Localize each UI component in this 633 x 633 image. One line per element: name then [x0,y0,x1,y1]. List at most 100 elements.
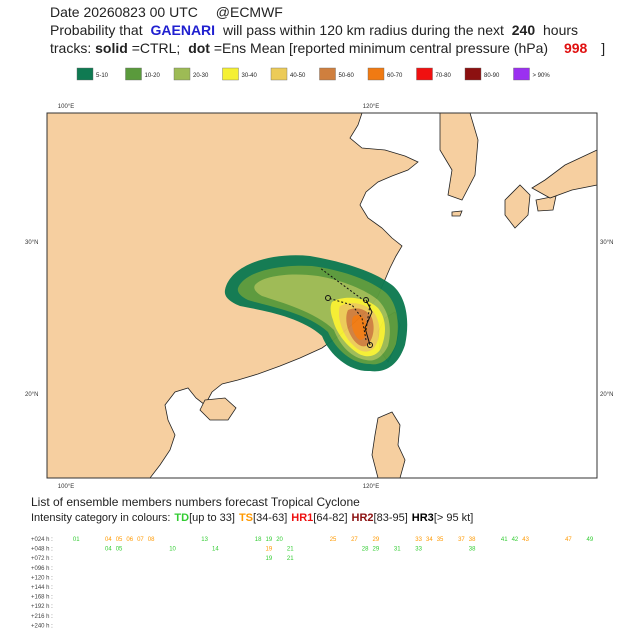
member-number: 20 [276,537,283,543]
member-number: 25 [330,537,337,543]
intensity-text: TD [174,512,189,524]
row-label: +048 h : [31,547,53,553]
hours: 240 [511,22,536,38]
member-number: 38 [469,547,476,553]
tracks [319,267,373,348]
member-number: 18 [255,537,262,543]
probability-area [224,255,408,372]
member-number: 08 [148,537,155,543]
text: dot [188,40,210,56]
intensity-text: [> 95 kt] [434,512,473,524]
lon-label: 100°E [58,484,74,490]
lon-label: 120°E [363,484,379,490]
legend-swatch [125,67,142,81]
member-number: 04 [105,537,112,543]
track-point [325,295,331,301]
member-number: 42 [512,537,519,543]
legend-label: 80-90 [484,73,500,79]
graticule-labels: 100°E 120°E 100°E 120°E 30°N 20°N 30°N 2… [25,104,613,490]
row-label: +096 h : [31,566,53,572]
header-line2: Probability that GAENARI will pass withi… [50,22,582,38]
text: will pass within 120 km radius during th… [222,22,504,38]
row-label: +192 h : [31,604,53,610]
intensity-text: HR2 [352,512,374,524]
text: hours [543,22,579,38]
member-number: 07 [137,537,144,543]
member-number: 21 [287,547,294,553]
member-number: 06 [126,537,133,543]
member-number: 29 [373,537,380,543]
jeju [451,210,463,217]
luzon [371,411,406,479]
member-number: 19 [266,556,273,562]
member-number: 43 [522,537,529,543]
row-label: +120 h : [31,575,53,581]
member-number: 13 [201,537,208,543]
member-number: 38 [469,537,476,543]
kyushu [504,184,531,229]
member-number: 29 [373,547,380,553]
member-number: 37 [458,537,465,543]
legend-swatch [513,67,530,81]
legend-label: 60-70 [387,73,403,79]
member-number: 33 [415,537,422,543]
row-label: +072 h : [31,556,53,562]
intensity-text: [64-82] [313,512,347,524]
hainan [199,397,237,421]
member-number: 49 [587,537,594,543]
legend: 5-10 10-20 20-30 30-40 40-50 50-60 60-70 70-80 8… [76,67,551,81]
legend-swatch [222,67,239,81]
member-number: 47 [565,537,572,543]
header-line3: tracks: solid =CTRL; dot =Ens Mean [repo… [50,40,609,56]
text: ] [601,40,606,56]
legend-label: 70-80 [436,73,452,79]
intensity-text: Intensity category in colours: [31,512,170,524]
member-number: 21 [287,556,294,562]
legend-label: 50-60 [339,73,355,79]
member-number: 04 [105,547,112,553]
row-label: +216 h : [31,614,53,620]
storm-name: GAENARI [150,22,216,38]
intensity-text: HR3 [412,512,434,524]
legend-swatch [319,67,336,81]
legend-label: 30-40 [242,73,258,79]
text: tracks: [50,40,92,56]
lat-label: 20°N [25,392,38,398]
legend-label: > 90% [533,73,551,79]
row-label: +240 h : [31,623,53,629]
intensity-text: [up to 33] [189,512,235,524]
track-point [367,342,373,348]
legend-swatch [464,67,482,81]
member-number: 27 [351,537,358,543]
legend-swatch [173,67,191,81]
pressure: 998 [563,40,588,56]
member-rows: +024 h :01 04 05 06 07 08 13 18 19 20 25 27 29 33 34 35… [31,537,594,629]
member-number: 33 [415,547,422,553]
legend-swatch [367,67,385,81]
member-number: 34 [426,537,433,543]
member-number: 05 [116,537,123,543]
member-number: 05 [116,547,123,553]
member-number: 10 [169,547,176,553]
legend-swatch [270,67,288,81]
member-number: 19 [266,537,273,543]
legend-swatch [416,67,433,81]
source: @ECMWF [215,4,283,20]
intensity-text: [34-63] [253,512,287,524]
prob-60-70 [352,315,368,340]
ctrl-track [364,299,373,346]
date: Date 20260823 00 UTC [50,4,198,20]
map-frame [46,112,598,479]
row-label: +144 h : [31,585,53,591]
member-number: 28 [362,547,369,553]
legend-label: 10-20 [145,73,161,79]
legend-label: 20-30 [193,73,209,79]
row-label: +024 h : [31,537,53,543]
legend-label: 5-10 [96,73,109,79]
intensity-text: HR1 [291,512,313,524]
legend-swatch [76,67,94,81]
row-label: +168 h : [31,595,53,601]
korea [439,112,479,201]
lat-label: 30°N [600,240,613,246]
